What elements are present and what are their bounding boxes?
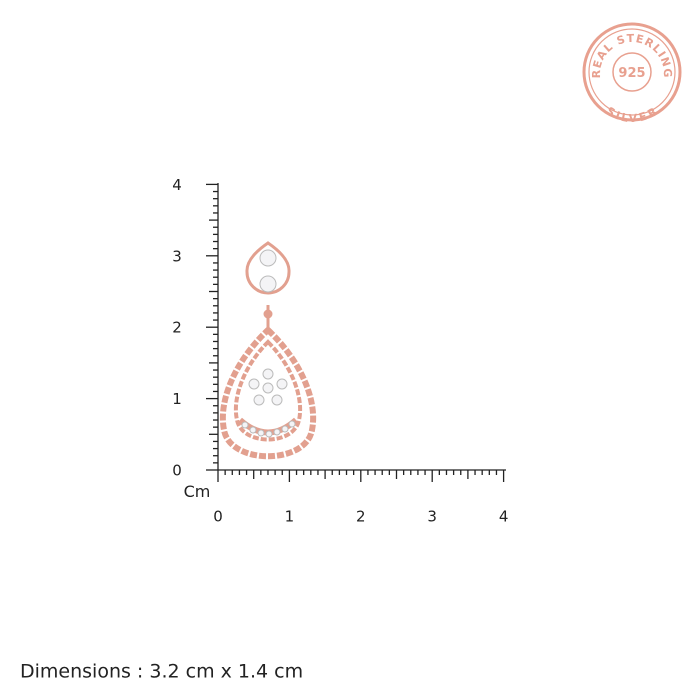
y-ruler-label: 0 (172, 462, 182, 480)
y-ruler-label: 2 (172, 319, 182, 337)
earring (219, 241, 317, 460)
dimensions-text: Dimensions : 3.2 cm x 1.4 cm (20, 661, 303, 683)
x-ruler-label: 2 (356, 508, 366, 526)
y-ruler-label: 1 (172, 390, 182, 408)
y-ruler-label: 4 (172, 176, 182, 194)
x-ruler-label: 3 (427, 508, 437, 526)
ruler-unit: Cm (184, 482, 211, 501)
badge-bottom-text: SILVER (604, 104, 660, 125)
x-ruler-label: 4 (499, 508, 509, 526)
y-ruler-label: 3 (172, 247, 182, 265)
silver-badge (582, 22, 682, 122)
x-ruler-label: 0 (213, 508, 223, 526)
x-ruler-label: 1 (285, 508, 295, 526)
ruler (206, 183, 506, 482)
badge-center-text: 925 (618, 66, 645, 81)
badge-bottom-path: SILVER (604, 104, 659, 125)
